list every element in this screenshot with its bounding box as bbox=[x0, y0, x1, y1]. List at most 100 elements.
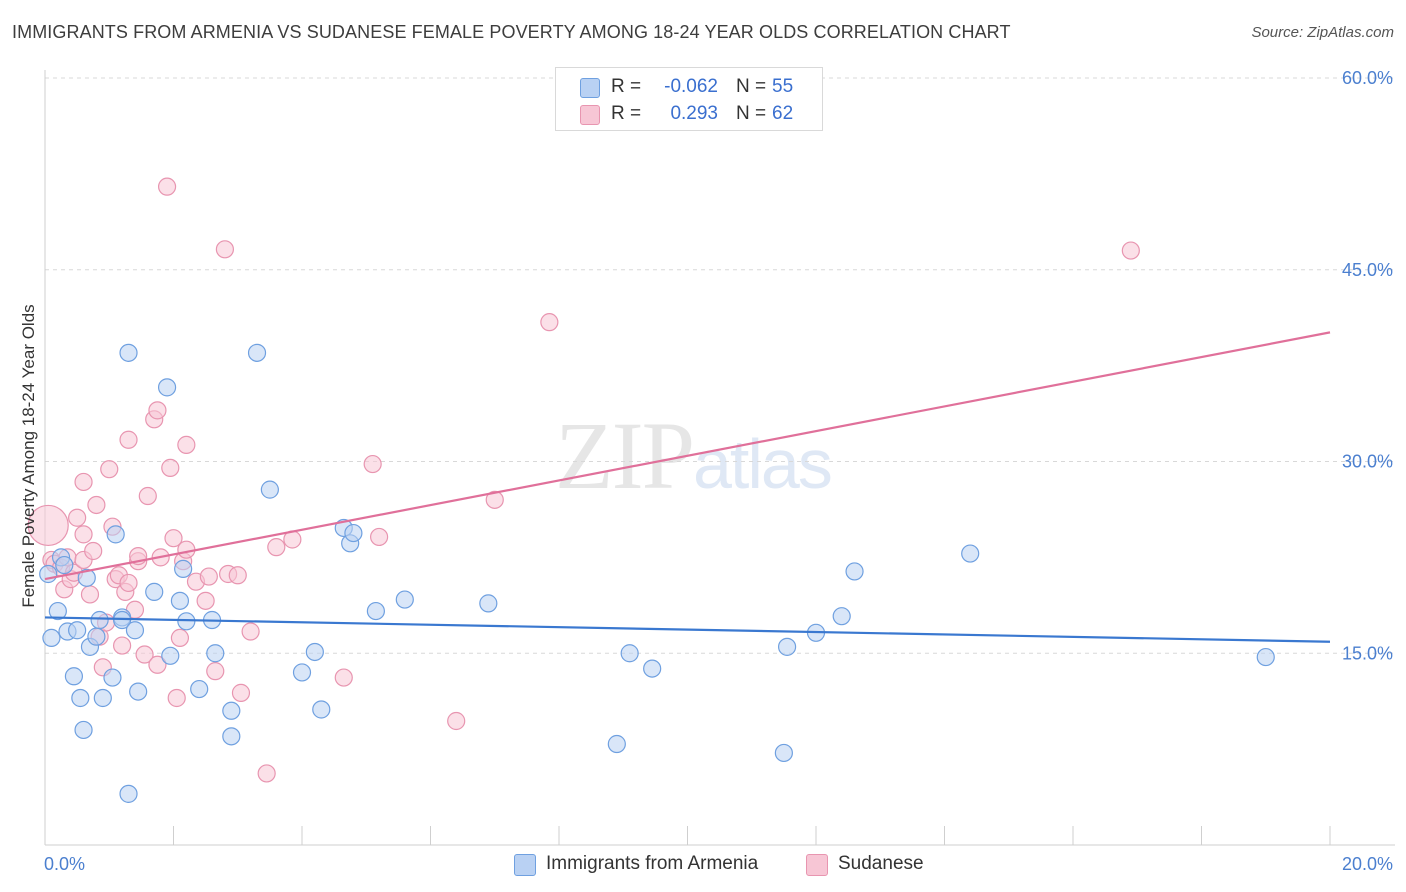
armenia-point bbox=[55, 555, 74, 575]
y-axis-label: Female Poverty Among 18-24 Year Olds bbox=[19, 304, 38, 607]
sudanese-point bbox=[177, 435, 196, 454]
legend-n-label: N = bbox=[736, 76, 767, 97]
sudanese-point bbox=[485, 490, 504, 509]
armenia-point bbox=[395, 590, 414, 609]
trend-lines bbox=[44, 331, 1331, 643]
armenia-point bbox=[145, 582, 164, 601]
sudanese-point bbox=[206, 662, 225, 681]
armenia-point bbox=[312, 700, 331, 719]
legend-r-label: R = bbox=[611, 76, 642, 97]
sudanese-point bbox=[74, 525, 93, 544]
sudanese-point bbox=[215, 240, 234, 259]
tick-labels: 15.0% 30.0% 45.0% 60.0% 0.0% 20.0% bbox=[44, 68, 1393, 874]
sudanese-point bbox=[370, 527, 389, 547]
sudanese-point bbox=[87, 495, 106, 515]
armenia-point bbox=[68, 621, 87, 640]
armenia-point bbox=[222, 701, 241, 720]
sudanese-point bbox=[135, 645, 154, 664]
armenia-point bbox=[366, 601, 385, 621]
legend-row-armenia: R = -0.062 N = 55 bbox=[556, 74, 822, 100]
armenia-point bbox=[832, 607, 851, 626]
armenia-point bbox=[190, 679, 209, 699]
legend-r-label: R = bbox=[611, 103, 642, 124]
sudanese-point bbox=[112, 636, 132, 655]
source-label: Source: ZipAtlas.com bbox=[1251, 24, 1394, 41]
sudanese-point bbox=[80, 585, 100, 604]
armenia-point bbox=[39, 564, 58, 584]
armenia-point bbox=[161, 646, 180, 665]
y-tick-label: 30.0% bbox=[1342, 452, 1393, 472]
sudanese-point bbox=[257, 764, 276, 783]
armenia-trend-line bbox=[44, 616, 1331, 643]
sudanese-point bbox=[177, 540, 196, 559]
sudanese-swatch bbox=[580, 105, 600, 125]
armenia-legend-label: Immigrants from Armenia bbox=[546, 853, 759, 874]
legend-n-label: N = bbox=[736, 103, 767, 124]
watermark-atlas: atlas bbox=[693, 425, 833, 503]
sudanese-point bbox=[74, 472, 93, 492]
armenia-point bbox=[774, 743, 793, 763]
armenia-point bbox=[344, 523, 363, 543]
sudanese-point bbox=[138, 486, 157, 506]
sudanese-point bbox=[161, 458, 180, 477]
sudanese-point bbox=[267, 538, 286, 557]
sudanese-point bbox=[119, 573, 138, 593]
armenia-point bbox=[1256, 647, 1275, 667]
sudanese-point bbox=[100, 460, 119, 479]
armenia-point bbox=[305, 642, 324, 662]
sudanese-point bbox=[167, 688, 186, 708]
armenia-point bbox=[170, 591, 190, 610]
sudanese-point bbox=[84, 541, 103, 561]
armenia-point bbox=[90, 610, 109, 630]
armenia-point bbox=[479, 594, 498, 613]
sudanese-point bbox=[228, 566, 247, 585]
armenia-point bbox=[643, 659, 662, 678]
x-tick-label: 20.0% bbox=[1342, 854, 1393, 874]
sudanese-point bbox=[164, 529, 183, 548]
armenia-point bbox=[125, 621, 145, 640]
armenia-point bbox=[93, 688, 112, 708]
armenia-point bbox=[157, 378, 177, 397]
sudanese-point bbox=[540, 313, 559, 332]
armenia-point bbox=[71, 688, 90, 708]
y-tick-label: 60.0% bbox=[1342, 68, 1393, 88]
legend-row-sudanese: R = 0.293 N = 62 bbox=[556, 101, 822, 127]
armenia-point bbox=[87, 627, 106, 646]
armenia-point bbox=[106, 525, 125, 544]
x-tick-label: 0.0% bbox=[44, 854, 85, 874]
chart-title: IMMIGRANTS FROM ARMENIA VS SUDANESE FEMA… bbox=[12, 22, 1011, 42]
sudanese-point bbox=[231, 683, 251, 702]
sudanese-point bbox=[148, 655, 167, 674]
armenia-point bbox=[222, 727, 241, 746]
sudanese-legend-label: Sudanese bbox=[838, 853, 924, 874]
armenia-point bbox=[129, 682, 148, 701]
axes bbox=[44, 70, 1395, 846]
y-tick-label: 15.0% bbox=[1342, 643, 1393, 663]
legend-r-value: -0.062 bbox=[664, 76, 718, 97]
sudanese-point bbox=[157, 177, 177, 196]
armenia-point bbox=[74, 720, 93, 740]
sudanese-point bbox=[170, 628, 190, 648]
armenia-point bbox=[292, 663, 312, 682]
sudanese-trend-line bbox=[44, 331, 1331, 581]
armenia-point bbox=[119, 784, 138, 803]
armenia-legend-swatch bbox=[514, 854, 536, 876]
armenia-point bbox=[48, 601, 67, 621]
legend-n-value: 62 bbox=[772, 103, 794, 124]
armenia-point bbox=[174, 559, 193, 578]
legend-r-value: 0.293 bbox=[670, 103, 718, 124]
legend-n-value: 55 bbox=[772, 76, 794, 97]
sudanese-point bbox=[447, 711, 466, 731]
armenia-swatch bbox=[580, 78, 600, 98]
armenia-point bbox=[206, 644, 225, 663]
sudanese-point bbox=[334, 668, 353, 687]
sudanese-point bbox=[1121, 241, 1140, 260]
armenia-point bbox=[77, 568, 96, 587]
correlation-legend: R = -0.062 N = 55 R = 0.293 N = 62 bbox=[555, 67, 823, 131]
armenia-point bbox=[260, 480, 279, 499]
grid-lines bbox=[45, 77, 1395, 654]
sudanese-point bbox=[68, 508, 87, 527]
armenia-point bbox=[64, 667, 84, 686]
y-tick-label: 45.0% bbox=[1342, 260, 1393, 280]
